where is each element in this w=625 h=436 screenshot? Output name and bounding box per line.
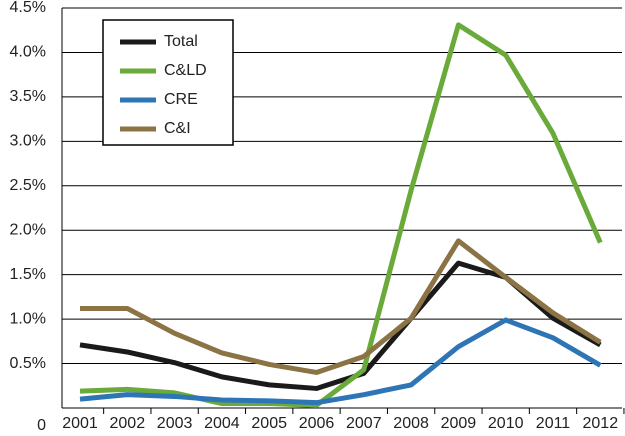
y-tick-label: 4.5% (10, 0, 46, 16)
legend-label: CRE (164, 91, 198, 108)
x-tick-label: 2009 (441, 415, 477, 432)
y-tick-label: 1.0% (10, 310, 46, 327)
y-tick-label: 1.5% (10, 266, 46, 283)
series-line (79, 22, 603, 408)
x-tick-label: 2003 (157, 415, 193, 432)
series-line (80, 238, 602, 375)
x-tick-label: 2007 (346, 415, 382, 432)
y-tick-label: 0.5% (10, 355, 46, 372)
y-tick-label: 0 (37, 417, 46, 434)
legend-label: C&LD (164, 62, 207, 79)
x-tick-label: 2004 (204, 415, 240, 432)
y-tick-label: 2.5% (10, 177, 46, 194)
x-tick-label: 2005 (251, 415, 287, 432)
x-tick-label: 2012 (583, 415, 619, 432)
x-tick-label: 2011 (536, 415, 571, 432)
x-tick-label: 2002 (110, 415, 146, 432)
x-tick-label: 2006 (299, 415, 335, 432)
y-tick-label: 4.0% (10, 44, 46, 61)
x-tick-label: 2008 (393, 415, 429, 432)
x-tick-label: 2010 (488, 415, 524, 432)
y-tick-label: 3.5% (10, 88, 46, 105)
x-tick-label: 2001 (62, 415, 98, 432)
legend-label: Total (164, 33, 198, 50)
series-line (79, 317, 602, 406)
y-tick-label: 2.0% (10, 221, 46, 238)
y-tick-label: 3.0% (10, 133, 46, 150)
legend-label: C&I (164, 120, 191, 137)
